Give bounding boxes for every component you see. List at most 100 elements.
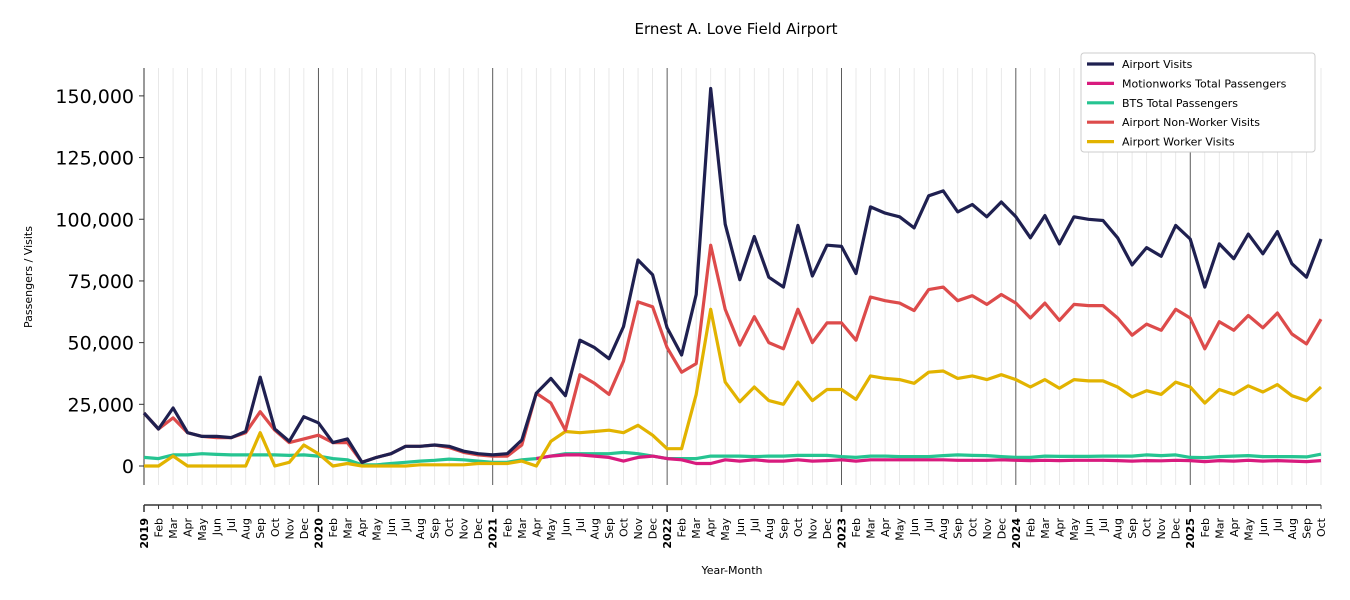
x-tick-label-month: Aug	[937, 518, 950, 539]
x-tick-label-month: Jul	[1097, 518, 1110, 532]
legend-label: BTS Total Passengers	[1122, 97, 1238, 110]
legend-label: Motionworks Total Passengers	[1122, 77, 1287, 90]
legend-label: Airport Worker Visits	[1122, 136, 1235, 149]
x-tick-label-month: May	[370, 518, 383, 541]
y-tick-label: 0	[122, 456, 134, 478]
x-tick-label-month: Jun	[385, 518, 398, 536]
y-tick-label: 50,000	[68, 333, 134, 355]
y-tick-label: 150,000	[55, 86, 134, 108]
x-tick-label-month: Jul	[923, 518, 936, 532]
x-tick-label-month: Oct	[443, 517, 456, 537]
x-tick-label-month: Oct	[1141, 517, 1154, 537]
x-tick-label-month: Jul	[400, 518, 413, 532]
y-tick-label: 75,000	[68, 271, 134, 293]
legend-box	[1080, 52, 1316, 153]
x-tick-label-month: Mar	[1213, 518, 1226, 539]
x-tick-label-month: Sep	[952, 518, 965, 539]
x-tick-label-month: Jun	[1083, 518, 1096, 536]
x-tick-label-month: Dec	[995, 518, 1008, 539]
x-tick-label-month: Aug	[588, 518, 601, 539]
x-tick-label-month: Dec	[472, 518, 485, 539]
x-tick-label-month: Dec	[821, 518, 834, 539]
x-tick-label-month: Apr	[1053, 518, 1066, 538]
x-tick-label-month: Jun	[908, 518, 921, 536]
x-tick-label-month: Oct	[269, 517, 282, 537]
x-axis: 2019 Feb Mar Apr May Jun Jul Aug Sep Oct Nov Dec 202…	[138, 504, 1328, 549]
x-tick-label-month: Jul	[1271, 518, 1284, 532]
legend-label: Airport Non-Worker Visits	[1122, 116, 1260, 129]
series-line-bts-total-passengers	[143, 450, 1322, 467]
x-tick-label-year: 2020	[312, 518, 325, 549]
y-axis: 0 25,000 50,000 75,000 100,000 125,000 150,000	[55, 68, 145, 485]
x-tick-label-month: Oct	[618, 517, 631, 537]
x-tick-label-month: Jul	[225, 518, 238, 532]
x-tick-label-month: Feb	[153, 518, 166, 537]
x-tick-label-month: Jun	[1257, 518, 1270, 536]
x-tick-label-month: Nov	[806, 518, 819, 540]
x-tick-label-month: Jun	[559, 518, 572, 536]
x-tick-label-year: 2023	[835, 518, 848, 549]
x-tick-label-month: Jul	[748, 518, 761, 532]
series-line-airport-non-worker-visits	[142, 243, 1323, 464]
x-tick-label-month: Jun	[211, 518, 224, 536]
x-tick-label-month: Dec	[647, 518, 660, 539]
x-tick-label-month: May	[894, 518, 907, 541]
x-tick-label-month: Aug	[240, 518, 253, 539]
x-tick-label-month: Nov	[632, 518, 645, 540]
x-tick-label-year: 2022	[661, 518, 674, 549]
x-tick-label-month: May	[719, 518, 732, 541]
x-tick-label-month: Feb	[1024, 518, 1037, 537]
x-tick-label-month: Mar	[167, 518, 180, 539]
x-tick-label-month: Jun	[734, 518, 747, 536]
y-axis-label: Passengers / Visits	[22, 226, 35, 328]
x-tick-label-month: Aug	[414, 518, 427, 539]
x-tick-label-month: Apr	[705, 518, 718, 538]
x-tick-label-month: Feb	[676, 518, 689, 537]
y-tick-label: 25,000	[68, 394, 134, 416]
x-tick-label-month: Sep	[603, 518, 616, 539]
x-tick-label-month: Apr	[879, 518, 892, 538]
x-tick-label-month: Mar	[341, 518, 354, 539]
series-line-airport-visits	[142, 86, 1323, 464]
x-tick-label-year: 2021	[487, 518, 500, 549]
x-tick-label-month: Dec	[1170, 518, 1183, 539]
x-tick-label-month: Sep	[1300, 518, 1313, 539]
y-tick-label: 100,000	[55, 209, 134, 231]
x-tick-label-month: Sep	[254, 518, 267, 539]
x-tick-label-month: Apr	[182, 518, 195, 538]
x-tick-label-month: Mar	[1039, 518, 1052, 539]
x-tick-label-month: Aug	[1286, 518, 1299, 539]
x-tick-label-month: May	[1068, 518, 1081, 541]
x-tick-label-month: Feb	[1199, 518, 1212, 537]
x-tick-label-month: Mar	[516, 518, 529, 539]
x-tick-label-month: Dec	[298, 518, 311, 539]
x-tick-label-month: Feb	[327, 518, 340, 537]
series-line-motionworks-total-passengers	[536, 453, 1322, 466]
x-tick-label-month: May	[1242, 518, 1255, 541]
x-tick-label-month: Nov	[1155, 518, 1168, 540]
y-tick-label: 125,000	[55, 148, 134, 170]
x-tick-label-month: Sep	[1126, 518, 1139, 539]
x-tick-label-month: Sep	[777, 518, 790, 539]
chart-title: Ernest A. Love Field Airport	[635, 20, 838, 38]
x-tick-label-year: 2024	[1010, 518, 1023, 549]
x-tick-label-month: Mar	[690, 518, 703, 539]
series-lines	[142, 86, 1323, 468]
x-tick-label-month: Oct	[966, 517, 979, 537]
x-tick-label-month: Mar	[865, 518, 878, 539]
legend-label: Airport Visits	[1122, 58, 1193, 71]
x-tick-label-month: Apr	[1228, 518, 1241, 538]
x-tick-label-month: Feb	[850, 518, 863, 537]
x-tick-label-month: Aug	[1112, 518, 1125, 539]
legend: Airport Visits Motionworks Total Passenge…	[1080, 52, 1316, 153]
x-tick-label-month: Oct	[1315, 517, 1328, 537]
gridlines	[158, 68, 1322, 485]
x-tick-label-month: Feb	[501, 518, 514, 537]
x-tick-label-month: May	[196, 518, 209, 541]
x-tick-label-month: Nov	[981, 518, 994, 540]
x-tick-label-year: 2025	[1184, 518, 1197, 549]
x-tick-label-month: Jul	[574, 518, 587, 532]
x-tick-label-month: Apr	[356, 518, 369, 538]
series-line-airport-worker-visits	[144, 307, 1323, 468]
x-axis-label: Year-Month	[700, 564, 762, 577]
